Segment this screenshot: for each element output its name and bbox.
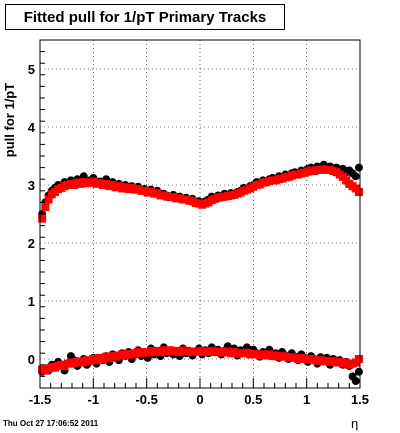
x-tick-label: 0.5 (244, 392, 262, 407)
data-point-series-1 (351, 377, 360, 386)
grid-lines (39, 40, 361, 388)
y-tick-label: 0 (28, 352, 35, 367)
x-tick-label: 0 (196, 392, 203, 407)
x-tick-label: -1.5 (29, 392, 51, 407)
data-point-series-2 (354, 355, 363, 363)
data-points (38, 160, 363, 386)
y-tick-label: 2 (28, 236, 35, 251)
tick-labels: -1.5 -1 -0.5 0 0.5 1 1.5 0 1 2 3 4 5 (28, 62, 369, 407)
y-tick-label: 1 (28, 294, 35, 309)
chart-title: Fitted pull for 1/pT Primary Tracks (5, 4, 285, 30)
data-point-series-2 (38, 214, 47, 223)
x-tick-label: 1.5 (351, 392, 369, 407)
data-point-series-2 (41, 203, 50, 212)
data-point-series-2 (44, 195, 53, 204)
y-axis-label-text: pull for 1/pT (2, 82, 17, 158)
x-tick-label: 1 (303, 392, 310, 407)
x-tick-label: -0.5 (135, 392, 157, 407)
y-tick-label: 3 (28, 178, 35, 193)
data-point-series-1 (354, 163, 363, 172)
date-stamp: Thu Oct 27 17:06:52 2011 (3, 419, 99, 428)
y-tick-label: 5 (28, 62, 35, 77)
data-point-series-1 (351, 172, 360, 181)
x-axis-label: η (351, 416, 359, 431)
data-point-series-1 (354, 367, 363, 376)
y-tick-label: 4 (28, 120, 36, 135)
axis-ticks (39, 39, 361, 389)
x-tick-label: -1 (88, 392, 100, 407)
data-point-series-2 (354, 187, 363, 196)
